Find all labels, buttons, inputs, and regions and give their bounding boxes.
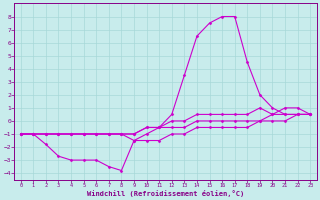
X-axis label: Windchill (Refroidissement éolien,°C): Windchill (Refroidissement éolien,°C) <box>87 190 244 197</box>
